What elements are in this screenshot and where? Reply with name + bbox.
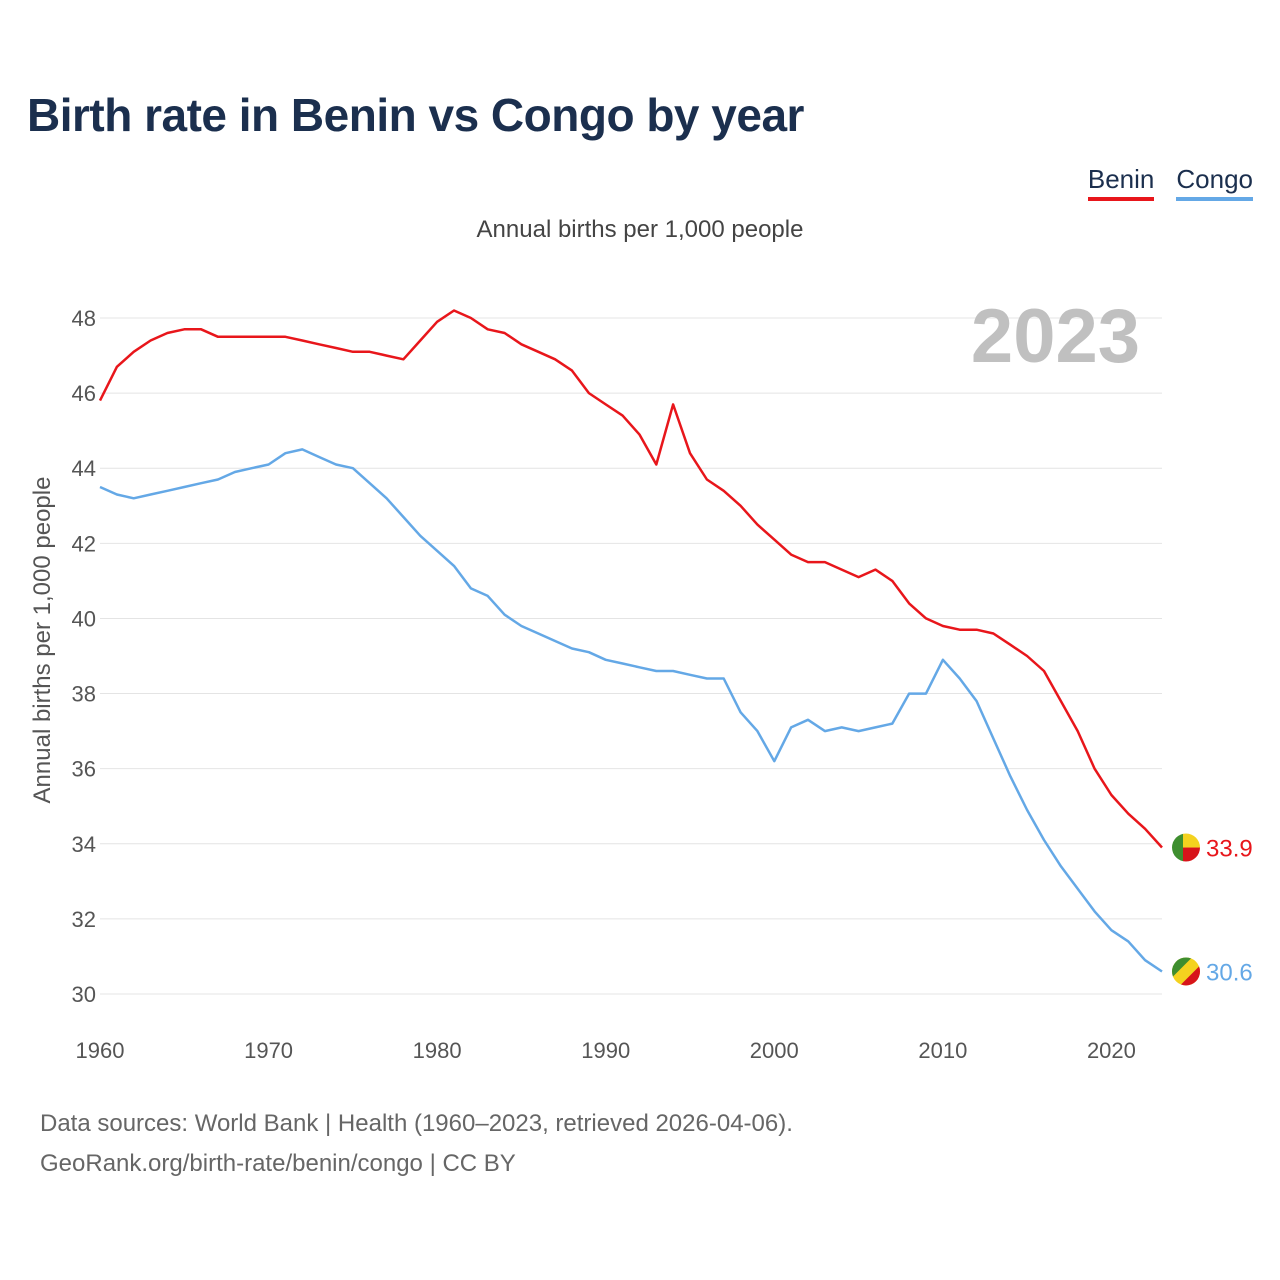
y-tick-label: 32 <box>72 907 96 932</box>
footer-link[interactable]: GeoRank.org/birth-rate/benin/congo | CC … <box>40 1144 793 1184</box>
x-tick-label: 1970 <box>244 1038 293 1063</box>
x-tick-label: 2000 <box>750 1038 799 1063</box>
series-line-congo <box>100 449 1162 971</box>
y-tick-label: 34 <box>72 832 96 857</box>
y-axis-ticks: 30 32 34 36 38 40 42 44 46 48 <box>72 306 96 1007</box>
x-tick-label: 2020 <box>1087 1038 1136 1063</box>
series-lines <box>100 311 1162 972</box>
x-tick-label: 1960 <box>76 1038 125 1063</box>
series-line-benin <box>100 311 1162 848</box>
end-value-label-benin: 33.9 <box>1206 836 1253 863</box>
y-axis-label: Annual births per 1,000 people <box>29 477 56 804</box>
y-tick-label: 48 <box>72 306 96 331</box>
y-tick-label: 42 <box>72 531 96 556</box>
end-markers: 33.9 30.6 <box>1172 834 1253 987</box>
footer: Data sources: World Bank | Health (1960–… <box>40 1104 793 1184</box>
y-tick-label: 40 <box>72 606 96 631</box>
x-tick-label: 2010 <box>918 1038 967 1063</box>
end-value-label-congo: 30.6 <box>1206 959 1253 986</box>
gridlines <box>100 318 1162 994</box>
benin-flag-icon <box>1172 834 1200 862</box>
y-tick-label: 46 <box>72 381 96 406</box>
year-badge: 2023 <box>971 294 1140 379</box>
x-tick-label: 1990 <box>581 1038 630 1063</box>
y-tick-label: 44 <box>72 456 96 481</box>
congo-flag-icon <box>1172 957 1200 985</box>
y-tick-label: 30 <box>72 982 96 1007</box>
chart-area: 30 32 34 36 38 40 42 44 46 48 1960 1970 1980 1990 200… <box>0 0 1280 1280</box>
x-tick-label: 1980 <box>413 1038 462 1063</box>
x-axis-ticks: 1960 1970 1980 1990 2000 2010 2020 <box>76 1038 1136 1063</box>
footer-sources: Data sources: World Bank | Health (1960–… <box>40 1104 793 1144</box>
y-tick-label: 38 <box>72 682 96 707</box>
y-tick-label: 36 <box>72 757 96 782</box>
